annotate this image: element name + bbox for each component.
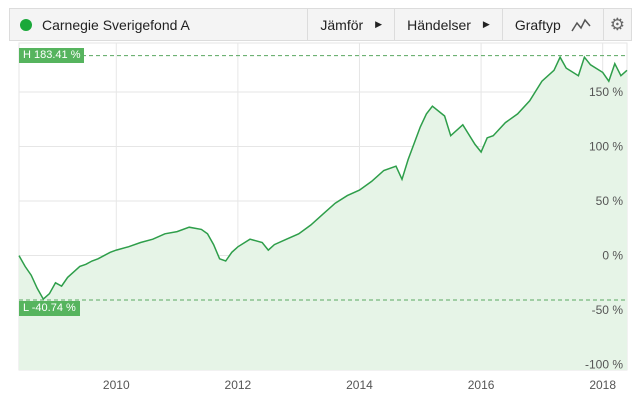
graph-type-button[interactable]: Graftyp bbox=[501, 9, 603, 40]
chart-toolbar: Carnegie Sverigefond A Jämför ▶ Händelse… bbox=[9, 8, 632, 41]
x-axis-ticks: 2010 2012 2014 2016 2018 bbox=[103, 378, 616, 392]
y-tick-label: 50 % bbox=[596, 194, 624, 208]
series-line bbox=[18, 55, 628, 301]
fund-name: Carnegie Sverigefond A bbox=[42, 16, 190, 33]
x-tick-label: 2014 bbox=[346, 378, 373, 392]
y-tick-label: -100 % bbox=[585, 358, 623, 372]
line-chart-icon bbox=[571, 18, 591, 31]
caret-right-icon: ▶ bbox=[375, 19, 383, 29]
x-tick-label: 2016 bbox=[468, 378, 495, 392]
series-area bbox=[19, 57, 627, 370]
y-tick-label: 150 % bbox=[589, 85, 623, 99]
series-color-dot bbox=[20, 18, 32, 31]
y-tick-label: 0 % bbox=[602, 249, 623, 263]
y-axis-ticks: 150 % 100 % 50 % 0 % -50 % -100 % bbox=[585, 85, 624, 372]
y-tick-label: 100 % bbox=[589, 140, 623, 154]
compare-button[interactable]: Jämför ▶ bbox=[307, 9, 394, 40]
gear-icon: ⚙ bbox=[609, 14, 625, 34]
high-marker-label: H 183.41 % bbox=[19, 47, 85, 63]
low-marker-label: L -40.74 % bbox=[19, 300, 80, 316]
events-label: Händelser bbox=[407, 16, 471, 33]
events-button[interactable]: Händelser ▶ bbox=[394, 9, 502, 40]
settings-button[interactable]: ⚙ bbox=[602, 9, 631, 40]
graph-type-label: Graftyp bbox=[514, 16, 561, 33]
x-tick-label: 2012 bbox=[225, 378, 252, 392]
chart-title-area: Carnegie Sverigefond A bbox=[10, 9, 307, 40]
x-tick-label: 2010 bbox=[103, 378, 130, 392]
caret-right-icon: ▶ bbox=[482, 19, 490, 29]
compare-label: Jämför bbox=[320, 16, 364, 33]
y-tick-label: -50 % bbox=[592, 303, 624, 317]
x-tick-label: 2018 bbox=[589, 378, 616, 392]
